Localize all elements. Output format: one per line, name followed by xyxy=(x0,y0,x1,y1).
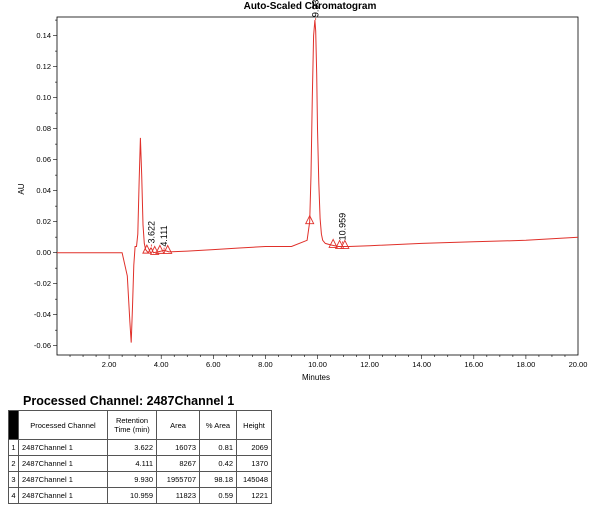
x-tick-label: 18.00 xyxy=(517,360,536,369)
row-number: 2 xyxy=(8,455,19,472)
row-number: 3 xyxy=(8,471,19,488)
cell-pct-area: 0.42 xyxy=(199,455,237,472)
header-retention-time: Retention Time (min) xyxy=(107,410,157,440)
cell-retention-time: 4.111 xyxy=(107,455,157,472)
cell-height: 1221 xyxy=(236,487,272,504)
cell-channel: 2487Channel 1 xyxy=(18,471,108,488)
y-axis-label: AU xyxy=(17,183,26,194)
header-rt-line2: Time (min) xyxy=(114,425,150,434)
chart-axes: 2.00 4.00 6.00 8.00 10.00 12.00 14.00 16.00 18.0… xyxy=(34,16,588,369)
peak-marker xyxy=(334,239,345,249)
header-pct-area: % Area xyxy=(199,410,237,440)
cell-height: 1370 xyxy=(236,455,272,472)
peak-label: 9.930 xyxy=(311,0,321,17)
row-number: 4 xyxy=(8,487,19,504)
peak-marker xyxy=(155,244,165,254)
y-tick-label: -0.02 xyxy=(34,279,51,288)
cell-retention-time: 10.959 xyxy=(107,487,157,504)
y-tick-label: 0.04 xyxy=(36,186,51,195)
y-tick-label: 0.10 xyxy=(36,93,51,102)
plot-frame xyxy=(56,16,579,356)
peak-marker xyxy=(328,238,338,248)
x-tick-label: 6.00 xyxy=(206,360,221,369)
peak-label: 3.622 xyxy=(146,221,156,244)
results-table: Processed Channel Retention Time (min) Ar… xyxy=(8,410,272,504)
y-tick-label: 0.00 xyxy=(36,248,51,257)
y-tick-label: 0.08 xyxy=(36,124,51,133)
cell-pct-area: 0.81 xyxy=(199,439,237,456)
y-tick-label: 0.06 xyxy=(36,155,51,164)
y-tick-label: 0.14 xyxy=(36,31,51,40)
table-row: 4 2487Channel 1 10.959 11823 0.59 1221 xyxy=(8,487,272,504)
x-tick-label: 2.00 xyxy=(102,360,117,369)
table-row: 3 2487Channel 1 9.930 1955707 98.18 1450… xyxy=(8,471,272,488)
x-tick-label: 10.00 xyxy=(308,360,327,369)
cell-retention-time: 3.622 xyxy=(107,439,157,456)
x-tick-label: 8.00 xyxy=(258,360,273,369)
table-title: Processed Channel: 2487Channel 1 xyxy=(23,394,235,408)
peak-marker xyxy=(304,214,315,225)
y-tick-label: -0.06 xyxy=(34,341,51,350)
peak-marker-layer xyxy=(142,214,350,255)
peak-marker xyxy=(142,244,152,254)
header-processed-channel: Processed Channel xyxy=(18,410,108,440)
x-axis-label: Minutes xyxy=(302,373,330,382)
header-rt-line1: Retention xyxy=(115,416,149,425)
x-tick-label: 20.00 xyxy=(569,360,588,369)
peak-marker xyxy=(149,245,160,255)
table-row: 2 2487Channel 1 4.111 8267 0.42 1370 xyxy=(8,455,272,472)
chromatogram-chart: Auto-Scaled Chromatogram 2.00 4.00 6.00 8.0… xyxy=(17,0,588,382)
cell-pct-area: 98.18 xyxy=(199,471,237,488)
y-tick-label: 0.12 xyxy=(36,62,51,71)
y-tick-label: -0.04 xyxy=(34,310,51,319)
x-tick-label: 16.00 xyxy=(464,360,483,369)
peak-label: 4.111 xyxy=(159,225,169,246)
row-number: 1 xyxy=(8,439,19,456)
cell-channel: 2487Channel 1 xyxy=(18,439,108,456)
chromatogram-trace xyxy=(57,20,579,343)
cell-area: 11823 xyxy=(156,487,200,504)
cell-area: 16073 xyxy=(156,439,200,456)
trace-layer xyxy=(57,20,579,343)
peak-label-layer: 3.622 4.111 9.930 10.959 xyxy=(146,0,347,250)
header-height: Height xyxy=(236,410,272,440)
table-row: 1 2487Channel 1 3.622 16073 0.81 2069 xyxy=(8,439,272,456)
y-tick-label: 0.02 xyxy=(36,217,51,226)
cell-area: 1955707 xyxy=(156,471,200,488)
x-tick-label: 14.00 xyxy=(412,360,431,369)
table-corner xyxy=(8,410,19,440)
peak-label: 10.959 xyxy=(337,213,347,241)
cell-height: 145048 xyxy=(236,471,272,488)
x-tick-label: 4.00 xyxy=(154,360,169,369)
table-header-row: Processed Channel Retention Time (min) Ar… xyxy=(8,410,272,440)
cell-channel: 2487Channel 1 xyxy=(18,455,108,472)
header-area: Area xyxy=(156,410,200,440)
cell-height: 2069 xyxy=(236,439,272,456)
peak-marker xyxy=(162,244,173,254)
cell-channel: 2487Channel 1 xyxy=(18,487,108,504)
peak-marker xyxy=(340,239,350,249)
cell-retention-time: 9.930 xyxy=(107,471,157,488)
chart-title: Auto-Scaled Chromatogram xyxy=(244,1,377,12)
cell-pct-area: 0.59 xyxy=(199,487,237,504)
x-tick-label: 12.00 xyxy=(360,360,379,369)
cell-area: 8267 xyxy=(156,455,200,472)
